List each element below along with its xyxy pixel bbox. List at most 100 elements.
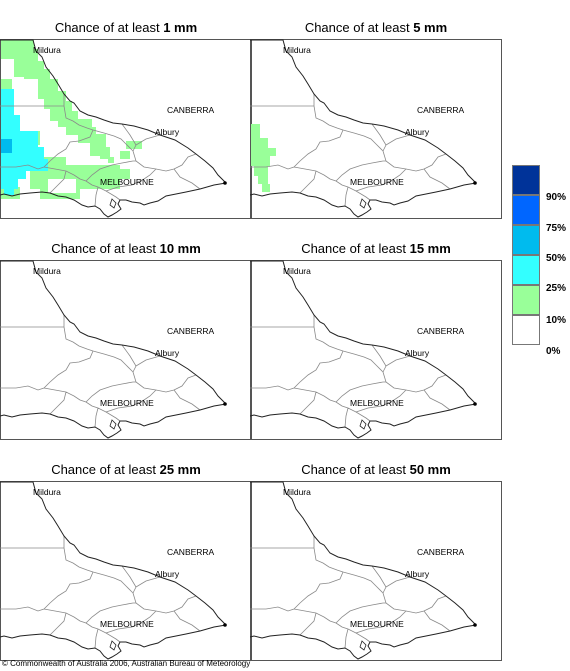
legend-swatch-10 <box>512 285 540 315</box>
fill-25-50 <box>14 171 26 179</box>
state-outline <box>0 260 227 439</box>
label-canberra: CANBERRA <box>167 547 215 557</box>
map-frame: Mildura CANBERRA Albury MELBOURNE <box>250 260 502 440</box>
fill-10-25 <box>250 138 268 148</box>
map-border <box>250 260 502 440</box>
map-border <box>250 39 502 219</box>
label-melbourne: MELBOURNE <box>350 398 404 408</box>
fill-10-25 <box>250 156 270 166</box>
fill-10-25 <box>40 189 80 199</box>
fill-10-25 <box>254 166 268 176</box>
gabo-island-marker <box>473 402 477 406</box>
label-mildura: Mildura <box>283 487 311 497</box>
legend-label: 50% <box>546 253 567 264</box>
fill-50-75 <box>0 139 12 153</box>
label-canberra: CANBERRA <box>167 326 215 336</box>
fill-25-50 <box>0 159 18 189</box>
legend-swatch-50 <box>512 225 540 255</box>
label-melbourne: MELBOURNE <box>100 619 154 629</box>
gabo-island-marker <box>223 623 227 627</box>
gabo-island-marker <box>473 181 477 185</box>
port-phillip-bay <box>109 419 117 430</box>
label-melbourne: MELBOURNE <box>350 177 404 187</box>
label-mildura: Mildura <box>33 266 61 276</box>
label-albury: Albury <box>405 127 430 137</box>
fill-25-50 <box>0 115 20 131</box>
probability-fill <box>250 124 276 192</box>
district-boundaries <box>0 94 201 207</box>
panel-title: Chance of at least 15 mm <box>301 241 451 256</box>
gabo-island-marker <box>473 623 477 627</box>
label-canberra: CANBERRA <box>167 105 215 115</box>
map-frame: Mildura CANBERRA Albury MELBOURNE <box>250 481 502 661</box>
legend-label: 10% <box>546 315 567 326</box>
legend-label: 90% <box>546 192 567 203</box>
fill-10-25 <box>50 169 130 179</box>
gabo-island-marker <box>223 181 227 185</box>
label-melbourne: MELBOURNE <box>350 619 404 629</box>
district-boundaries <box>0 536 201 649</box>
label-canberra: CANBERRA <box>417 547 465 557</box>
state-outline <box>250 260 477 439</box>
fill-10-25 <box>258 176 268 184</box>
label-mildura: Mildura <box>283 266 311 276</box>
label-canberra: CANBERRA <box>417 105 465 115</box>
legend-label: 75% <box>546 223 567 234</box>
port-phillip-bay <box>109 198 117 209</box>
state-outline <box>250 481 477 660</box>
panel-title: Chance of at least 5 mm <box>304 20 448 35</box>
port-phillip-bay <box>359 640 367 651</box>
fill-10-25 <box>250 124 260 138</box>
fill-10-25 <box>108 157 114 163</box>
fill-10-25 <box>262 184 270 192</box>
state-outline <box>0 481 227 660</box>
fill-10-25 <box>250 148 276 156</box>
label-canberra: CANBERRA <box>417 326 465 336</box>
label-albury: Albury <box>155 348 180 358</box>
district-boundaries <box>0 315 201 428</box>
fill-10-25 <box>14 39 24 77</box>
fill-25-50 <box>0 89 14 115</box>
fill-10-25 <box>0 39 14 59</box>
port-phillip-bay <box>359 419 367 430</box>
legend-swatch-25 <box>512 255 540 285</box>
label-albury: Albury <box>155 569 180 579</box>
label-mildura: Mildura <box>283 45 311 55</box>
label-mildura: Mildura <box>33 487 61 497</box>
map-border <box>0 260 252 440</box>
fill-10-25 <box>120 151 130 159</box>
label-albury: Albury <box>405 348 430 358</box>
label-melbourne: MELBOURNE <box>100 177 154 187</box>
gabo-island-marker <box>223 402 227 406</box>
state-outline <box>250 39 477 218</box>
legend-swatch-90 <box>512 165 540 195</box>
panel-title: Chance of at least 50 mm <box>301 462 451 477</box>
district-boundaries <box>250 536 451 649</box>
fill-10-25 <box>100 147 110 159</box>
map-frame: Mildura CANBERRA Albury MELBOURNE <box>0 39 252 219</box>
label-albury: Albury <box>405 569 430 579</box>
label-albury: Albury <box>155 127 180 137</box>
legend-label: 0% <box>546 346 561 357</box>
copyright-notice: © Commonwealth of Australia 2006, Austra… <box>2 659 251 668</box>
district-boundaries <box>250 315 451 428</box>
map-frame: Mildura CANBERRA Albury MELBOURNE <box>0 260 252 440</box>
panel-title: Chance of at least 10 mm <box>51 241 201 256</box>
label-melbourne: MELBOURNE <box>100 398 154 408</box>
map-frame: Mildura CANBERRA Albury MELBOURNE <box>0 481 252 661</box>
fill-25-50 <box>4 189 14 195</box>
probability-fill <box>0 39 142 199</box>
map-border <box>0 481 252 661</box>
map-frame: Mildura CANBERRA Albury MELBOURNE <box>250 39 502 219</box>
panel-title: Chance of at least 25 mm <box>51 462 201 477</box>
port-phillip-bay <box>359 198 367 209</box>
map-border <box>250 481 502 661</box>
legend-swatch-75 <box>512 195 540 225</box>
fill-25-50 <box>20 147 44 159</box>
legend-swatch-0 <box>512 315 540 345</box>
fill-25-50 <box>18 159 48 171</box>
port-phillip-bay <box>109 640 117 651</box>
panel-title: Chance of at least 1 mm <box>54 20 198 35</box>
fill-10-25 <box>24 39 34 49</box>
fill-below-10 <box>48 179 76 193</box>
